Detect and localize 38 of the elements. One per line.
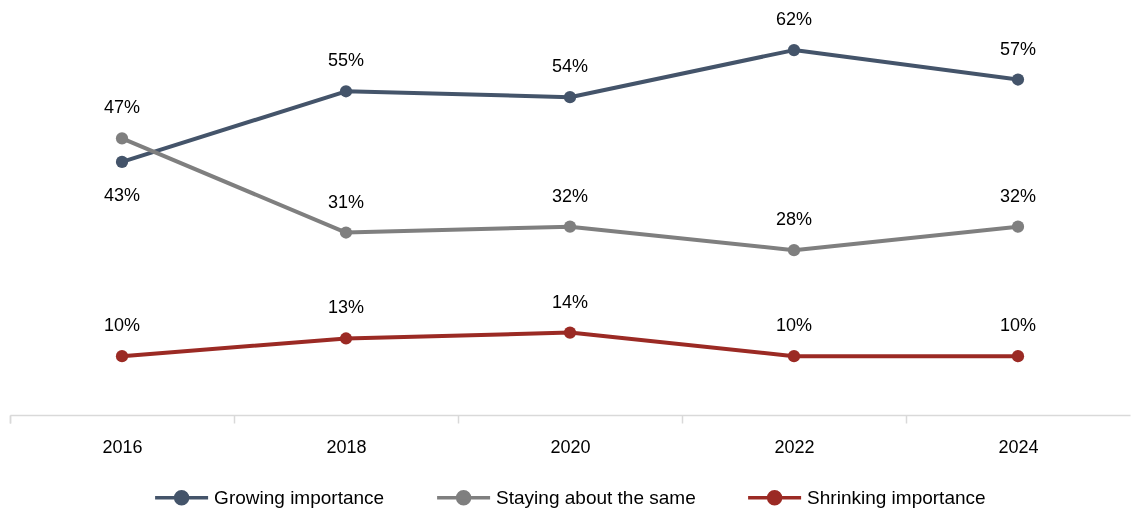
point <box>787 350 801 363</box>
data-label: 10% <box>103 315 141 336</box>
point <box>563 326 577 339</box>
data-label: 32% <box>999 185 1037 206</box>
point <box>339 332 353 345</box>
data-label: 57% <box>999 38 1037 59</box>
legend-label: Shrinking importance <box>807 486 986 508</box>
data-label: 54% <box>551 56 589 77</box>
point <box>563 220 577 233</box>
data-label: 62% <box>775 9 813 30</box>
data-label: 31% <box>327 191 365 212</box>
point <box>1011 73 1025 86</box>
data-label: 10% <box>999 315 1037 336</box>
x-tick-label: 2020 <box>550 436 591 457</box>
point <box>787 43 801 57</box>
data-label: 28% <box>775 209 813 230</box>
data-label: 14% <box>551 291 589 312</box>
x-tick-label: 2016 <box>102 436 143 457</box>
point <box>563 91 577 104</box>
data-label: 55% <box>327 50 365 71</box>
data-label: 13% <box>327 297 365 318</box>
point <box>1011 350 1025 363</box>
point <box>115 350 129 363</box>
point <box>339 226 353 239</box>
point <box>115 155 129 169</box>
point <box>787 244 801 257</box>
legend-label: Growing importance <box>214 486 385 508</box>
data-label: 32% <box>551 185 589 206</box>
x-tick-label: 2022 <box>774 436 815 457</box>
point <box>115 132 129 145</box>
point <box>339 85 353 98</box>
x-tick-label: 2024 <box>998 436 1039 457</box>
x-tick-label: 2018 <box>326 436 367 457</box>
data-label: 43% <box>103 184 141 205</box>
data-label: 10% <box>775 315 813 336</box>
point <box>1011 220 1025 233</box>
legend-label: Staying about the same <box>496 486 696 508</box>
data-label: 47% <box>103 97 141 118</box>
